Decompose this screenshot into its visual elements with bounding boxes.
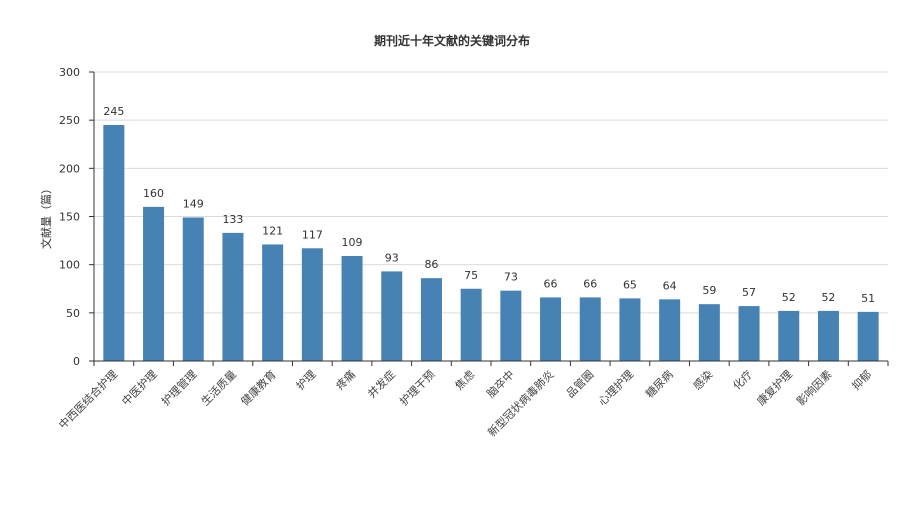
bar [182,217,204,361]
value-label: 133 [222,213,243,226]
x-tick-label: 化疗 [730,367,755,392]
bar [262,244,284,361]
value-labels: 245 160 149 133 121 117 109 93 86 75 73 66 66 65 64 59 5… [103,105,875,305]
x-tick-label: 健康教育 [238,367,279,408]
value-label: 64 [663,279,677,292]
bar [500,290,522,361]
x-tick-label: 影响因素 [794,368,834,408]
bars [103,124,879,361]
x-tick-label: 脑卒中 [484,367,517,400]
bar [540,297,562,361]
value-label: 65 [623,278,637,291]
value-label: 52 [821,291,835,304]
x-tick-label: 中西医结合护理 [56,367,120,431]
gridlines [94,71,888,314]
bar [301,248,323,361]
value-label: 73 [504,271,518,284]
bar [460,288,482,361]
x-tick-label: 中医护理 [119,367,160,408]
y-tick-label: 200 [59,162,80,175]
value-label: 59 [702,284,716,297]
value-label: 57 [742,286,756,299]
y-tick-label: 50 [66,307,80,320]
value-label: 66 [544,277,558,290]
x-tick-label: 并发症 [365,367,398,400]
y-tick-label: 100 [59,259,80,272]
bar [222,232,244,361]
x-tick-label: 抑郁 [849,367,874,392]
bar [143,206,165,361]
x-tick-label: 生活质量 [198,367,239,408]
y-axis-ticks: 0 50 100 150 200 250 300 [59,66,94,368]
x-tick-label: 焦虑 [453,368,478,393]
value-label: 121 [262,224,283,237]
bar [420,278,442,361]
value-label: 117 [302,228,323,241]
chart-title: 期刊近十年文献的关键词分布 [374,33,530,48]
x-tick-label: 品管圈 [563,367,596,400]
x-tick-label: 新型冠状病毒肺炎 [485,367,557,439]
value-label: 51 [861,292,875,305]
y-tick-label: 0 [73,355,80,368]
value-label: 93 [385,251,399,264]
value-label: 66 [583,277,597,290]
x-tick-label: 护理管理 [158,367,199,408]
value-label: 160 [143,187,164,200]
x-axis-ticks: 中西医结合护理 中医护理 护理管理 生活质量 健康教育 护理 疼痛 并发症 护理干预 焦虑 脑卒中新… [56,361,889,439]
x-tick-label: 心理护理 [595,367,636,408]
bar [738,306,760,361]
x-tick-label: 感染 [690,367,715,392]
bar [381,271,403,361]
value-label: 149 [183,197,204,210]
x-tick-label: 糖尿病 [643,367,676,400]
bar [817,310,839,361]
y-tick-label: 300 [59,66,80,79]
bar [857,311,879,361]
bar [579,297,601,361]
y-axis-label: 文献量（篇） [39,183,53,249]
value-label: 86 [424,258,438,271]
bar [341,255,363,361]
bar [619,298,641,361]
value-label: 52 [782,291,796,304]
x-tick-label: 疼痛 [333,367,358,392]
bar [103,124,125,361]
value-label: 245 [103,105,124,118]
x-tick-label: 护理 [293,367,318,392]
x-tick-label: 护理干预 [397,367,438,408]
bar [659,299,681,361]
bar [778,310,800,361]
y-tick-label: 250 [59,114,80,127]
value-label: 109 [342,236,363,249]
x-tick-label: 康复护理 [754,367,795,408]
bar [698,304,720,361]
y-tick-label: 150 [59,211,80,224]
value-label: 75 [464,269,478,282]
